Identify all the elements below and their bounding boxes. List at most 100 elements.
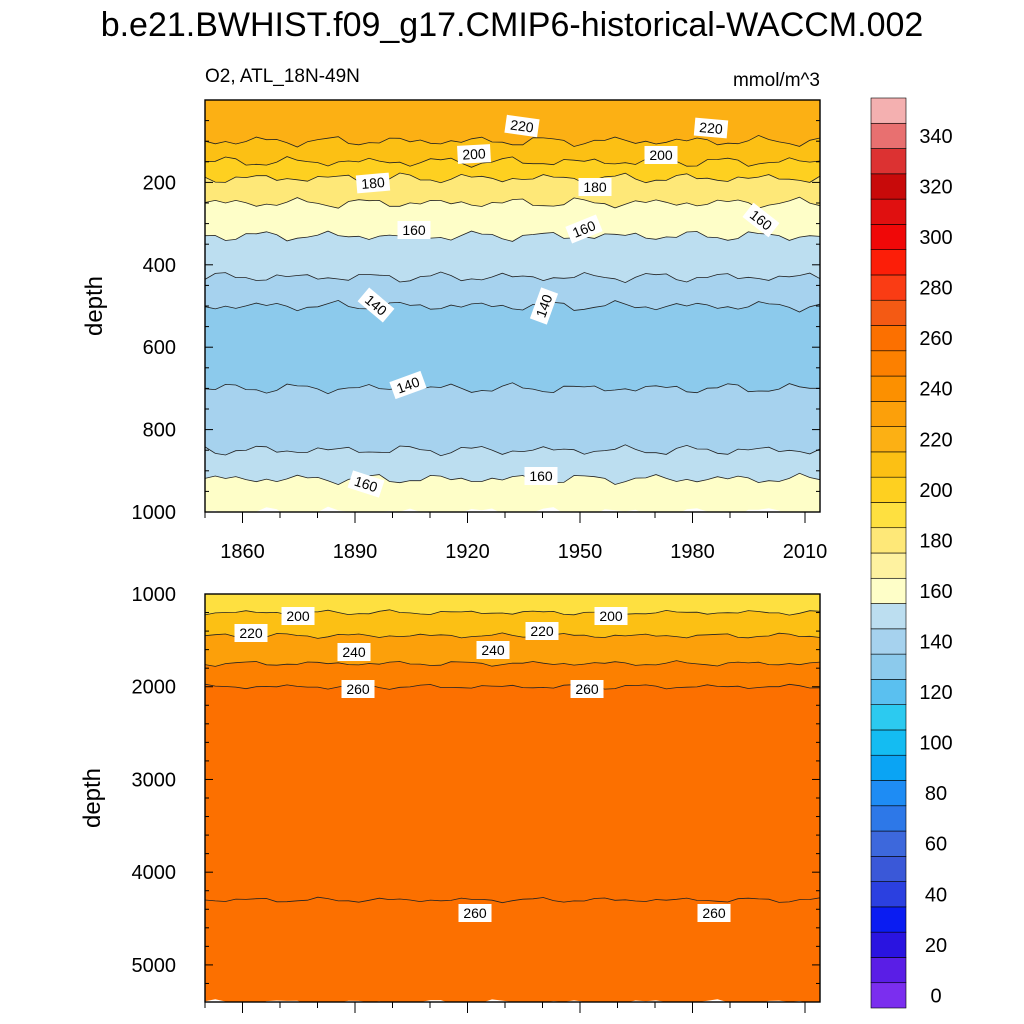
contour-label: 240 bbox=[337, 643, 371, 661]
colorbar-swatch bbox=[870, 502, 907, 529]
contour-label: 220 bbox=[504, 114, 540, 138]
fill-band bbox=[205, 684, 820, 903]
contour-label-text: 200 bbox=[649, 147, 673, 163]
colorbar-swatch bbox=[870, 881, 907, 908]
colorbar-tick-label: 0 bbox=[930, 985, 941, 1007]
fill-band bbox=[205, 632, 820, 667]
contour-label-text: 240 bbox=[342, 644, 366, 660]
contour-label: 160 bbox=[524, 467, 558, 485]
y-tick-label: 800 bbox=[143, 420, 176, 442]
colorbar-swatch bbox=[870, 401, 907, 427]
y-tick-label: 5000 bbox=[132, 955, 177, 977]
fill-band bbox=[205, 594, 820, 616]
colorbar-tick-label: 300 bbox=[919, 227, 952, 249]
y-tick-label: 1000 bbox=[132, 584, 177, 606]
contour-line bbox=[205, 196, 820, 209]
contour-label: 160 bbox=[347, 470, 385, 498]
colorbar-swatch bbox=[870, 957, 907, 984]
y-tick-label: 4000 bbox=[132, 862, 177, 884]
colorbar-swatch bbox=[870, 375, 907, 402]
colorbar-swatch bbox=[870, 704, 907, 731]
contour-label: 160 bbox=[565, 214, 603, 244]
y-tick-label: 400 bbox=[143, 255, 176, 277]
colorbar-tick-label: 80 bbox=[925, 783, 947, 805]
colorbar-tick-label: 260 bbox=[919, 328, 952, 350]
fill-band bbox=[205, 897, 820, 1002]
contour-line bbox=[205, 230, 820, 242]
contour-label-text: 160 bbox=[529, 468, 553, 484]
contour-label: 260 bbox=[697, 904, 731, 922]
colorbar: 3403203002802602402202001801601401201008… bbox=[870, 97, 953, 1009]
figure-title: b.e21.BWHIST.f09_g17.CMIP6-historical-WA… bbox=[101, 6, 924, 44]
contour-label-text: 140 bbox=[532, 292, 555, 320]
colorbar-swatch bbox=[870, 552, 907, 579]
contour-label-text: 220 bbox=[239, 625, 263, 641]
fill-band bbox=[205, 272, 820, 312]
contour-label: 260 bbox=[341, 680, 375, 698]
x-tick-label: 1920 bbox=[445, 541, 490, 563]
contour-label-text: 200 bbox=[462, 145, 486, 162]
contour-line bbox=[205, 444, 820, 457]
contour-label: 220 bbox=[693, 117, 729, 139]
fill-band bbox=[205, 231, 820, 283]
colorbar-tick-label: 340 bbox=[919, 126, 952, 148]
x-tick-label: 1980 bbox=[670, 541, 715, 563]
units-label: mmol/m^3 bbox=[733, 70, 820, 91]
colorbar-swatch bbox=[870, 780, 907, 807]
contour-label-text: 140 bbox=[394, 373, 422, 396]
colorbar-tick-label: 160 bbox=[919, 581, 952, 603]
colorbar-swatch bbox=[870, 325, 907, 352]
upper-y-axis: 200 400 600 800 1000 bbox=[132, 120, 820, 524]
colorbar-tick-label: 100 bbox=[919, 733, 952, 755]
contour-label: 200 bbox=[594, 607, 628, 625]
contour-line bbox=[205, 299, 820, 313]
colorbar-swatch bbox=[870, 476, 907, 503]
upper-x-axis: 1860 1890 1920 1950 1980 2010 bbox=[204, 512, 828, 563]
contour-label: 140 bbox=[389, 370, 427, 400]
contour-label-text: 160 bbox=[402, 222, 426, 238]
contour-label: 240 bbox=[476, 641, 510, 659]
contour-line bbox=[205, 683, 820, 690]
fill-band bbox=[205, 609, 820, 639]
colorbar-tick-label: 120 bbox=[919, 682, 952, 704]
colorbar-swatch bbox=[870, 679, 907, 705]
contour-line bbox=[205, 632, 820, 639]
contour-line bbox=[205, 472, 820, 486]
contour-label: 140 bbox=[529, 287, 559, 325]
colorbar-tick-label: 280 bbox=[919, 278, 952, 300]
colorbar-tick-label: 200 bbox=[919, 480, 952, 502]
contour-label-text: 260 bbox=[346, 681, 370, 697]
colorbar-tick-label: 140 bbox=[919, 631, 952, 653]
colorbar-swatch bbox=[870, 274, 907, 301]
colorbar-swatch bbox=[870, 906, 907, 933]
colorbar-swatch bbox=[870, 451, 907, 478]
contour-label-text: 180 bbox=[361, 174, 386, 192]
y-tick-label: 600 bbox=[143, 337, 176, 359]
colorbar-tick-label: 240 bbox=[919, 379, 952, 401]
x-tick-label: 1890 bbox=[333, 541, 378, 563]
contour-label-text: 160 bbox=[352, 473, 379, 496]
colorbar-tick-label: 60 bbox=[925, 834, 947, 856]
lower-panel: 200 200 220 220 240 240 260 260 260 260 1000 2000 3… bbox=[79, 584, 821, 1013]
contour-label-text: 260 bbox=[463, 905, 487, 921]
contour-label: 220 bbox=[234, 624, 268, 642]
contour-label: 260 bbox=[458, 904, 492, 922]
colorbar-swatch bbox=[870, 173, 907, 200]
contour-line bbox=[205, 156, 820, 168]
colorbar-swatch bbox=[870, 249, 907, 276]
contour-label-text: 200 bbox=[286, 608, 310, 624]
contour-line bbox=[205, 172, 820, 184]
fill-band bbox=[205, 197, 820, 242]
colorbar-swatch bbox=[870, 603, 907, 630]
x-tick-label: 2010 bbox=[783, 541, 828, 563]
contour-label-text: 200 bbox=[599, 608, 623, 624]
colorbar-swatch bbox=[870, 729, 907, 756]
contour-label-text: 220 bbox=[509, 116, 535, 135]
colorbar-swatch bbox=[870, 148, 907, 175]
contour-label: 260 bbox=[570, 680, 604, 698]
lower-contour-labels: 200 200 220 220 240 240 260 260 260 260 bbox=[234, 607, 731, 922]
colorbar-tick-label: 220 bbox=[919, 429, 952, 451]
colorbar-swatch bbox=[870, 224, 907, 250]
